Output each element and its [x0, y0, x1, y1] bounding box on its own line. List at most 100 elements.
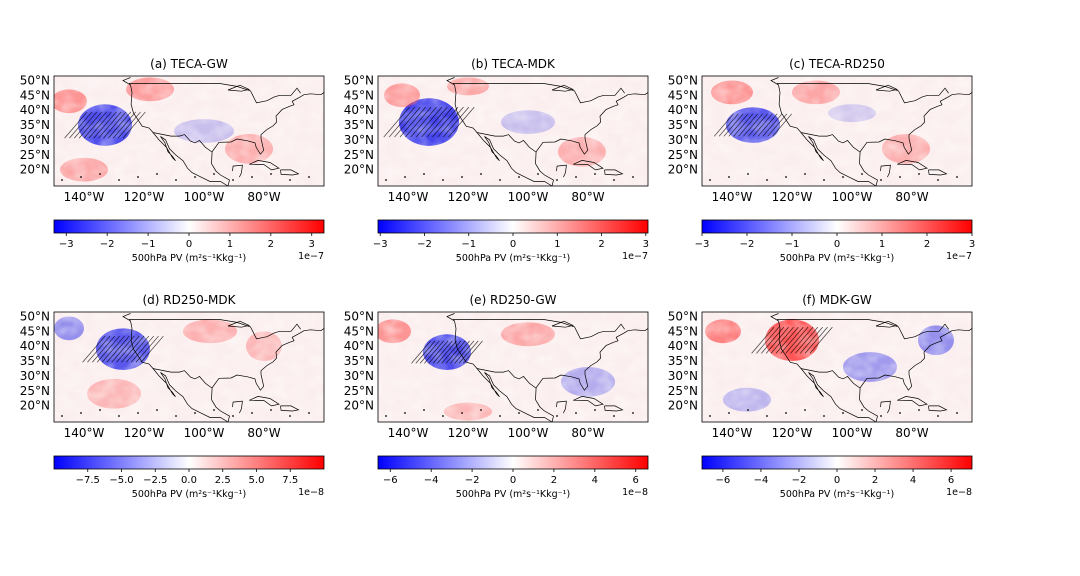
significance-hatch	[383, 106, 410, 138]
colorbar-tick-label: 2.5	[215, 475, 231, 486]
coastline	[476, 368, 537, 389]
significance-dot	[632, 176, 634, 178]
significance-dot	[423, 173, 425, 175]
coastline	[928, 169, 948, 176]
colorbar-tick-label: 0.0	[181, 475, 197, 486]
map-frame	[701, 75, 973, 187]
pv-anomaly-field	[54, 76, 324, 186]
panel-title: (d) RD250-MDK	[142, 293, 236, 307]
colorbar-tick-label: 1	[227, 239, 233, 250]
colorbar-tick-label: 0	[510, 475, 516, 486]
significance-dot	[232, 179, 234, 181]
lat-tick-label: 35°N	[344, 118, 374, 132]
lat-tick-label: 25°N	[668, 384, 698, 398]
lon-tick-label: 120°W	[448, 190, 489, 204]
coastline	[573, 160, 604, 171]
colorbar-tick-label: 3	[969, 239, 975, 250]
pv-anomaly-field	[702, 76, 972, 186]
colorbar-tick-label: 2	[268, 239, 274, 250]
colorbar-tick-label: 3	[309, 239, 315, 250]
lon-tick-label: 80°W	[571, 190, 604, 204]
lon-tick-label: 140°W	[712, 426, 753, 440]
colorbar-tick-label: −2	[740, 239, 755, 250]
lon-tick-label: 140°W	[388, 426, 429, 440]
lon-tick-label: 140°W	[64, 190, 105, 204]
colorbar	[701, 219, 973, 234]
colorbar-tick-label: −6	[716, 475, 731, 486]
significance-dot	[289, 415, 291, 417]
significance-hatch	[780, 326, 804, 354]
lat-tick-label: 45°N	[20, 324, 50, 338]
coastline	[476, 132, 537, 153]
significance-hatch	[410, 106, 437, 138]
lon-tick-label: 100°W	[508, 426, 549, 440]
coastline	[232, 400, 243, 414]
significance-dot	[632, 412, 634, 414]
colorbar	[701, 455, 973, 470]
significance-dot	[937, 415, 939, 417]
significance-hatch	[98, 111, 122, 139]
significance-dot	[404, 176, 406, 178]
significance-hatch	[106, 335, 130, 363]
pv-anomaly-field	[378, 76, 648, 186]
coastline	[770, 77, 877, 186]
significance-hatch	[112, 111, 136, 139]
significance-dot	[594, 173, 596, 175]
colorbar	[377, 219, 649, 234]
coastline	[573, 396, 604, 407]
colorbar-tick-label: −2	[417, 239, 432, 250]
lon-tick-label: 80°W	[247, 190, 280, 204]
colorbar-tick-label: 2	[598, 239, 604, 250]
panel-title: (e) RD250-GW	[470, 293, 557, 307]
coastline	[280, 169, 300, 176]
significance-dot	[899, 176, 901, 178]
significance-dot	[709, 179, 711, 181]
colorbar-exponent: 1e−8	[946, 487, 972, 498]
colorbar-tick-label: 1	[879, 239, 885, 250]
coastline	[800, 132, 861, 153]
lat-tick-label: 25°N	[344, 384, 374, 398]
significance-dot	[61, 415, 63, 417]
significance-hatch	[728, 113, 749, 137]
significance-hatch	[775, 326, 799, 354]
colorbar-tick-label: −1	[141, 239, 156, 250]
significance-hatch	[448, 106, 475, 138]
lat-tick-label: 20°N	[344, 163, 374, 177]
significance-dot	[594, 409, 596, 411]
significance-dot	[308, 412, 310, 414]
lon-tick-label: 140°W	[712, 190, 753, 204]
significance-dot	[861, 173, 863, 175]
significance-dot	[156, 409, 158, 411]
colorbar-tick-label: −1	[461, 239, 476, 250]
significance-hatch	[785, 326, 809, 354]
coastline	[211, 328, 324, 422]
significance-dot	[137, 176, 139, 178]
lon-tick-label: 100°W	[832, 190, 873, 204]
significance-dot	[289, 179, 291, 181]
significance-hatch	[121, 335, 145, 363]
significance-dot	[137, 412, 139, 414]
significance-dot	[880, 415, 882, 417]
colorbar-tick-label: 4	[910, 475, 916, 486]
coastline	[551, 84, 575, 92]
coastline	[880, 164, 891, 178]
panel-4: (d) RD250-MDK 50°N45°N40°N35°N30°N25°N20°…	[20, 293, 325, 500]
colorbar-label: 500hPa PV (m²s⁻¹Kkg⁻¹)	[132, 253, 246, 264]
map-frame	[377, 311, 649, 423]
map-frame	[377, 75, 649, 187]
lat-tick-label: 35°N	[344, 354, 374, 368]
significance-dot	[270, 173, 272, 175]
significance-hatch	[752, 113, 773, 137]
colorbar-tick-label: 1	[554, 239, 560, 250]
colorbar-tick-label: 6	[633, 475, 639, 486]
colorbar-tick-label: −1	[785, 239, 800, 250]
significance-dot	[80, 176, 82, 178]
panel-title: (b) TECA-MDK	[471, 57, 556, 71]
colorbar-exponent: 1e−8	[622, 487, 648, 498]
lat-tick-label: 50°N	[344, 73, 374, 87]
coastline	[770, 313, 877, 422]
coastline	[227, 320, 251, 328]
significance-dot	[537, 409, 539, 411]
colorbar-tick-label: 6	[948, 475, 954, 486]
significance-hatch	[130, 335, 154, 363]
